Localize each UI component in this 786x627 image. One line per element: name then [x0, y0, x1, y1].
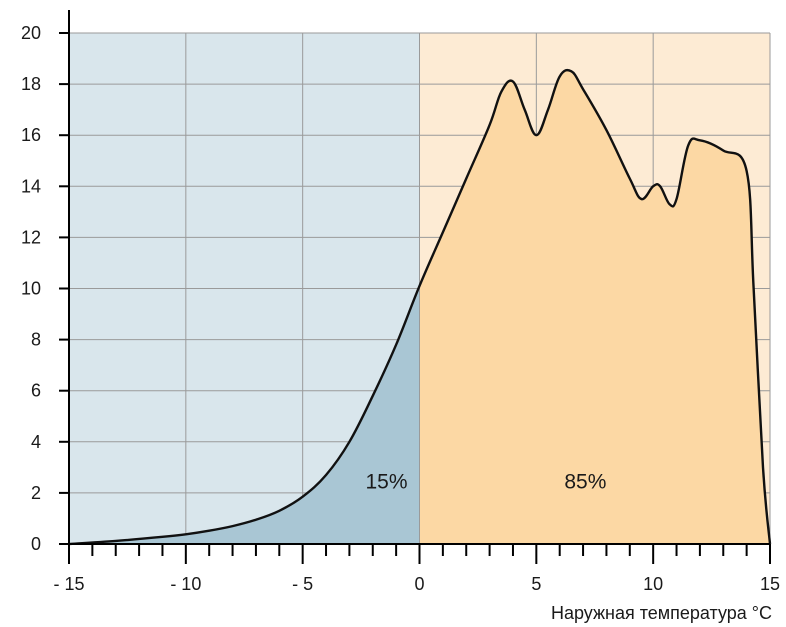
y-tick-label: 0: [31, 534, 41, 554]
y-tick-label: 16: [21, 125, 41, 145]
x-tick-label: 5: [531, 574, 541, 594]
area-fill-left: [69, 285, 420, 544]
x-tick-label: - 10: [170, 574, 201, 594]
y-tick-label: 18: [21, 74, 41, 94]
region-label-left: 15%: [365, 470, 407, 493]
y-tick-label: 20: [21, 23, 41, 43]
x-tick-label: 15: [760, 574, 780, 594]
tick-labels: 0 2 4 6 8 10 12 14 16 18 20 - 15 - 10 - 5 0 5 10 15: [21, 23, 780, 594]
x-tick-label: 10: [643, 574, 663, 594]
region-label-right: 85%: [564, 470, 606, 493]
x-axis-title: Наружная температура °C: [551, 603, 772, 623]
x-tick-label: - 5: [292, 574, 313, 594]
y-tick-label: 10: [21, 279, 41, 299]
y-tick-label: 8: [31, 330, 41, 350]
y-tick-label: 6: [31, 381, 41, 401]
axis-ticks: [59, 32, 771, 564]
y-tick-label: 12: [21, 227, 41, 247]
y-tick-label: 14: [21, 176, 41, 196]
x-tick-label: - 15: [53, 574, 84, 594]
area-fill-right: [419, 70, 770, 544]
y-tick-label: 2: [31, 483, 41, 503]
y-tick-label: 4: [31, 432, 41, 452]
x-tick-label: 0: [414, 574, 424, 594]
series-line: [68, 68, 772, 546]
